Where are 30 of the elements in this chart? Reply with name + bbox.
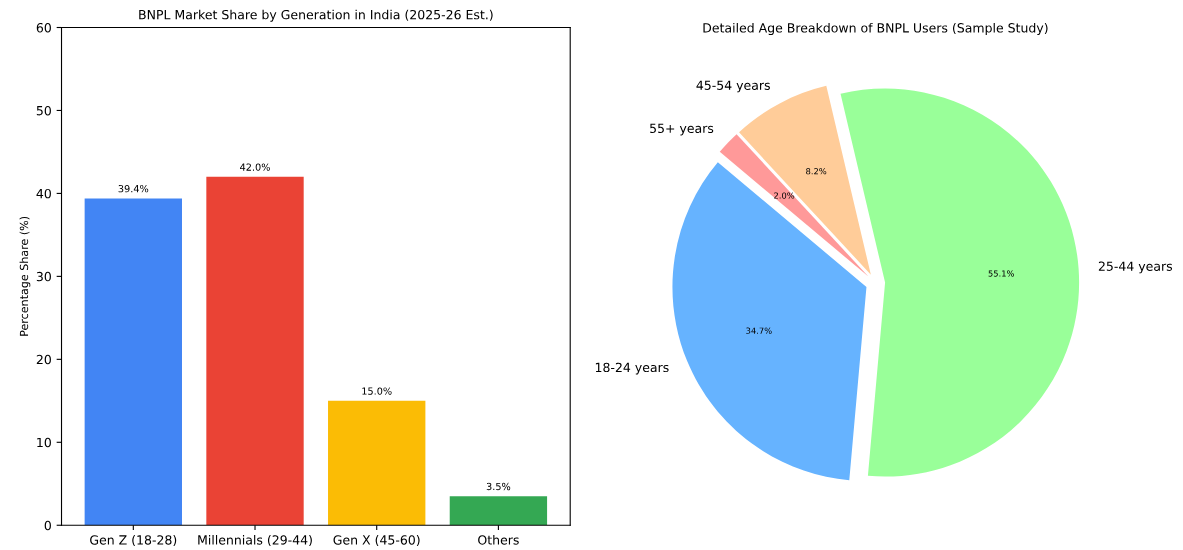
chart-title: BNPL Market Share by Generation in India (2025-26 Est.) (139, 9, 493, 22)
y-tick-label: 50 (36, 105, 51, 116)
slice-label: 25-44 years (1098, 261, 1173, 274)
data-label: 39.4% (118, 184, 149, 193)
data-label: 42.0% (240, 163, 270, 171)
data-label: 55.1% (988, 270, 1014, 277)
y-axis-title: Percentage Share (%) (19, 216, 31, 336)
data-label: 34.7% (746, 327, 772, 334)
y-tick-label: 20 (36, 354, 51, 365)
bar (84, 198, 182, 526)
slice-label: 55+ years (650, 123, 714, 136)
data-label: 8.2% (806, 168, 827, 175)
x-tick-label: Millennials (29-44) (198, 534, 312, 547)
slice-label: 18-24 years (595, 362, 669, 375)
x-tick-label: Others (478, 534, 519, 545)
data-label: 2.0% (774, 192, 795, 199)
y-tick-label: 40 (36, 188, 51, 199)
y-tick-label: 30 (36, 271, 51, 282)
bar (449, 496, 548, 526)
data-label: 3.5% (486, 482, 511, 491)
y-tick-label: 60 (36, 22, 51, 33)
slice-label: 45-54 years (696, 80, 770, 93)
x-tick-label: Gen X (45-60) (333, 534, 420, 547)
bar (328, 400, 426, 526)
bar (206, 176, 304, 526)
y-tick-label: 0 (44, 520, 51, 531)
y-tick-label: 10 (37, 437, 51, 448)
chart-title: Detailed Age Breakdown of BNPL Users (Sample Study) (703, 22, 1048, 35)
x-tick-label: Gen Z (18-28) (90, 534, 177, 547)
data-label: 15.0% (362, 387, 392, 395)
